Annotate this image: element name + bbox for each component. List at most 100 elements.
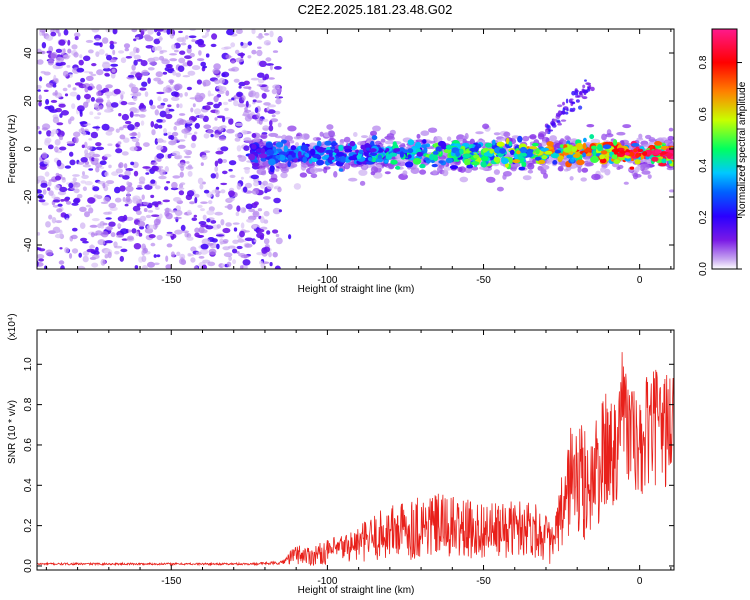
noise-blob [119,126,124,131]
band-haze [537,133,545,140]
noise-blob [261,215,265,223]
noise-blob [262,125,270,132]
noise-blob [57,203,63,207]
noise-blob [147,202,153,208]
noise-blob [172,150,181,157]
y-tick-label: 40 [23,47,34,59]
branch-blob [579,91,583,95]
noise-blob [196,79,202,85]
band-core [633,148,638,153]
noise-blob [86,248,95,253]
noise-blob [150,242,156,247]
noise-blob [156,153,165,159]
band-blob [414,141,422,149]
noise-blob [275,93,280,100]
noise-blob [68,253,73,259]
noise-blob [127,124,135,131]
band-blob [563,147,572,153]
noise-blob [170,187,179,191]
band-blob [371,135,378,141]
snr-y-label: SNR (10 * v/v) [7,400,18,464]
noise-blob [79,109,83,115]
noise-blob [131,131,137,136]
band-blob [489,149,494,154]
band-haze [667,135,674,141]
noise-blob [162,199,171,203]
noise-blob [151,46,158,52]
noise-blob [253,181,260,187]
noise-blob [195,251,202,256]
noise-blob [187,70,196,76]
noise-blob [232,239,239,244]
noise-blob [46,50,52,54]
noise-blob [223,252,233,258]
noise-blob [177,65,185,72]
noise-blob [133,54,141,60]
noise-blob [180,224,186,231]
noise-blob [80,127,84,131]
noise-blob [57,130,65,138]
noise-blob [100,258,106,266]
noise-blob [90,244,94,248]
noise-blob [244,115,252,122]
noise-blob [207,261,216,267]
noise-blob [226,261,232,268]
band-blob [349,140,356,147]
noise-blob [135,231,139,237]
noise-blob [238,85,242,89]
noise-blob [142,166,151,169]
noise-blob [261,247,268,254]
band-blob [348,156,356,161]
noise-blob [87,131,91,135]
noise-blob [141,194,145,200]
noise-blob [207,242,214,246]
noise-blob [93,42,102,46]
noise-blob [191,39,196,43]
noise-blob [144,91,149,97]
noise-blob [38,101,42,107]
band-blob [438,160,444,164]
band-haze [281,134,287,141]
band-blob [265,142,273,148]
noise-blob [183,155,191,159]
noise-blob [82,131,87,136]
band-blob [496,141,505,147]
noise-blob [256,228,265,233]
band-haze [357,141,366,146]
noise-blob [219,238,224,245]
noise-blob [119,255,125,262]
noise-blob [82,255,89,263]
noise-blob [80,237,88,242]
band-blob [260,148,266,155]
noise-blob [82,186,87,192]
noise-blob [157,96,162,102]
noise-blob [256,252,264,256]
band-haze [543,173,548,179]
noise-blob [113,241,118,248]
noise-blob [271,114,276,118]
noise-blob [272,50,279,53]
noise-blob [212,68,220,74]
noise-blob [45,221,51,228]
noise-blob [138,176,146,184]
noise-blob [200,61,206,67]
noise-blob [258,35,263,40]
noise-blob [83,55,91,62]
noise-blob [136,59,143,62]
noise-blob [72,87,77,91]
noise-blob [153,77,162,82]
band-blob [365,147,371,151]
noise-blob [256,232,265,239]
noise-blob [88,49,94,54]
band-blob [463,153,472,157]
y-tick-label: -20 [23,189,34,204]
noise-blob [140,60,148,67]
band-blob [403,149,409,154]
noise-blob [91,262,99,268]
band-haze [591,173,601,181]
colorbar-tick-label: 0.2 [698,210,709,224]
noise-blob [194,227,200,234]
noise-blob [54,175,62,181]
noise-blob [216,224,221,229]
band-blob [484,142,493,148]
